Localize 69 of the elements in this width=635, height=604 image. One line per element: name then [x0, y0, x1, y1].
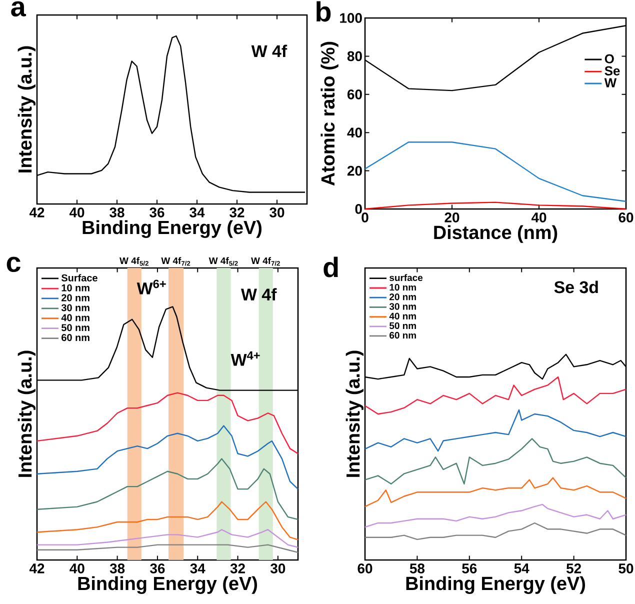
text: W 4f: [240, 288, 277, 300]
x-tick-label: 32: [230, 208, 244, 218]
legend-label: 60 nm: [390, 332, 416, 339]
legend-label: Surface: [61, 274, 98, 282]
x-tick-label: 50: [618, 564, 634, 574]
x-tick-label: 34: [190, 564, 206, 574]
y-tick-label: 100: [340, 13, 362, 23]
x-tick-label: 36: [150, 564, 165, 574]
x-axis-title: Binding Energy (eV): [82, 220, 262, 238]
legend-label: 30 nm: [389, 303, 416, 310]
x-axis-title: Binding Energy (eV): [78, 576, 257, 594]
x-tick-label: 52: [566, 564, 582, 574]
band-label: W 4f$_{5/2}$: [208, 257, 238, 266]
legend-label: W: [604, 78, 617, 88]
chart-title: c: [6, 256, 20, 272]
x-tick-label: 42: [29, 564, 44, 574]
x-tick-label: 56: [462, 564, 477, 574]
band-label: W 4f$_{7/2}$: [161, 257, 190, 266]
legend-label: 30 nm: [61, 304, 90, 312]
legend-label: 40 nm: [61, 314, 90, 322]
x-tick-label: 40: [531, 212, 546, 222]
chart-title: d: [324, 256, 338, 278]
x-tick-label: 32: [230, 564, 245, 574]
x-axis-title: Binding Energy (eV): [406, 576, 585, 594]
chart-title: a: [11, 1, 26, 16]
text: W$^{6+}$: [136, 280, 166, 294]
x-tick-label: 38: [110, 564, 125, 574]
x-tick-label: 40: [69, 208, 84, 218]
y-axis-title: Intensity (a.u.): [18, 46, 36, 172]
legend-label: 20 nm: [62, 294, 90, 302]
x-tick-label: 0: [362, 212, 368, 222]
line-series: [364, 202, 627, 210]
annotation: W 4f: [251, 44, 288, 58]
x-axis-title: Distance (nm): [434, 225, 558, 243]
x-tick-label: 42: [29, 208, 44, 218]
x-tick-label: 38: [110, 208, 124, 218]
band-label: W 4f$_{7/2}$: [251, 257, 280, 266]
y-axis-title: Atomic ratio (%): [320, 42, 338, 186]
legend-label: 50 nm: [389, 322, 416, 330]
y-tick-label: 20: [347, 166, 362, 176]
annotation: W$^{4+}$: [230, 351, 260, 366]
x-tick-label: 20: [444, 212, 460, 222]
x-tick-label: 40: [70, 564, 84, 574]
y-tick-label: 80: [347, 51, 362, 62]
legend-label: 10 nm: [62, 284, 90, 292]
x-tick-label: 60: [358, 564, 372, 574]
y-tick-label: 60: [347, 89, 362, 100]
band-label: W 4f$_{5/2}$: [120, 257, 148, 266]
x-tick-label: 60: [618, 212, 634, 222]
text: Se 3d: [554, 280, 598, 294]
x-tick-label: 30: [270, 208, 284, 218]
y-axis-title: Intensity (a.u.): [346, 350, 364, 477]
x-tick-label: 30: [270, 564, 286, 574]
legend-label: 50 nm: [62, 324, 90, 332]
x-tick-label: 54: [514, 564, 530, 574]
legend-label: 20 nm: [390, 294, 416, 300]
legend-label: 40 nm: [389, 312, 416, 320]
x-tick-label: 34: [190, 208, 205, 218]
legend-label: O: [604, 54, 614, 64]
legend-label: surface: [390, 274, 423, 282]
legend-label: 10 nm: [390, 284, 416, 291]
line-series: [364, 142, 627, 202]
y-tick-label: 40: [347, 128, 362, 138]
chart-title: b: [316, 1, 331, 22]
legend-label: 60 nm: [62, 334, 90, 342]
legend-label: Se: [604, 66, 620, 76]
x-tick-label: 36: [150, 208, 164, 218]
y-axis-title: Intensity (a.u.): [18, 350, 36, 477]
x-tick-label: 58: [410, 564, 425, 574]
